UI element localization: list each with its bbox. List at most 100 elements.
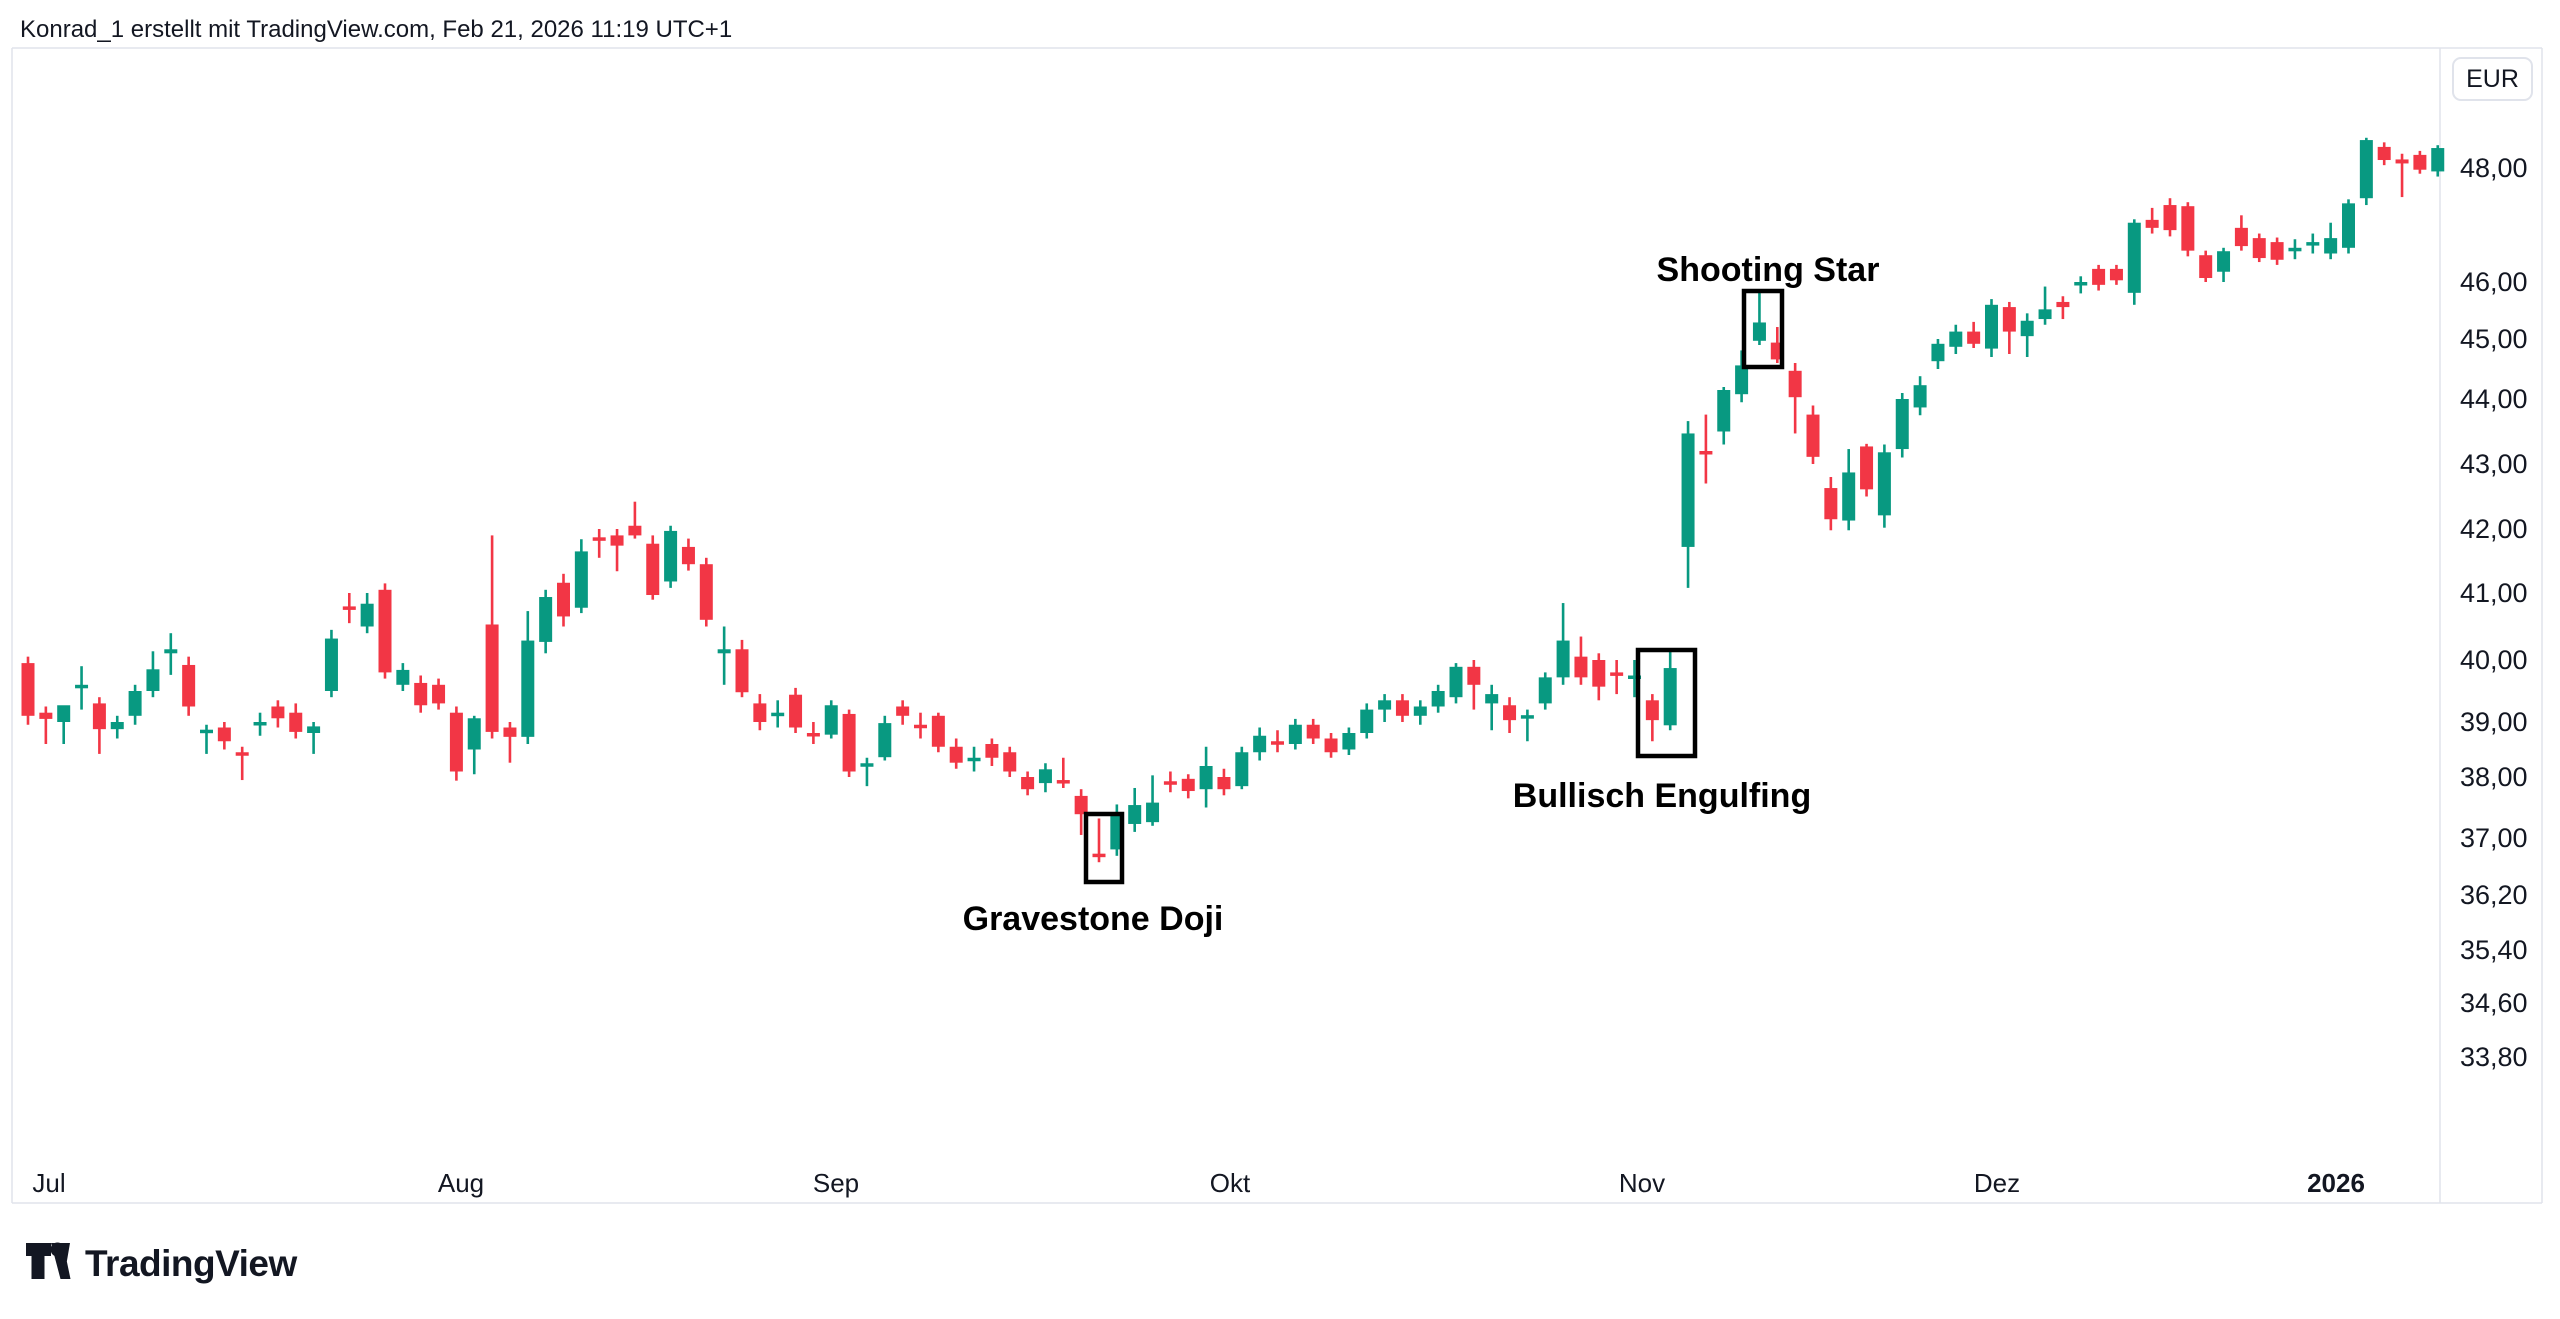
candle-body (307, 726, 321, 733)
candle (646, 535, 660, 600)
candle (1681, 421, 1695, 588)
candle (2324, 222, 2338, 260)
candle (1592, 653, 1606, 701)
tradingview-logo[interactable]: TradingView (25, 1238, 297, 1289)
candle (2163, 198, 2177, 237)
candle (128, 684, 142, 725)
candle-body (2395, 159, 2409, 164)
time-scale[interactable]: Jul Aug Sep Okt Nov Dez 2026 (32, 1168, 2365, 1198)
candle (557, 573, 570, 627)
shooting-star-box[interactable] (1741, 288, 1785, 370)
currency-unit-button[interactable]: EUR (2452, 57, 2533, 101)
candle (235, 746, 249, 781)
candle (521, 611, 535, 744)
candle-body (949, 746, 963, 763)
candle-body (557, 582, 570, 617)
time-tick-label: Aug (438, 1168, 484, 1198)
candle (967, 746, 981, 772)
time-tick-label: 2026 (2307, 1168, 2365, 1198)
chart-frame (11, 47, 2543, 1204)
candle-body (1056, 780, 1070, 784)
candle-body (1395, 700, 1409, 716)
candle-body (753, 703, 767, 722)
candle-body (2127, 222, 2141, 293)
candle-body (2252, 238, 2266, 259)
candle-body (1235, 752, 1249, 787)
candle-body (1592, 660, 1606, 687)
price-tick-label: 46,00 (2460, 267, 2528, 297)
candle (342, 593, 356, 624)
time-tick-label: Jul (32, 1168, 65, 1198)
candle-body (414, 682, 428, 706)
candle-body (2145, 219, 2159, 228)
price-tick-label: 34,60 (2460, 988, 2528, 1018)
candle (985, 738, 999, 766)
candle (39, 706, 53, 744)
candle (1360, 703, 1374, 739)
candle-body (2002, 307, 2016, 332)
candle (574, 539, 588, 614)
bullisch-engulfing-label[interactable]: Bullisch Engulfing (1513, 777, 1811, 815)
chart-attribution: Konrad_1 erstellt mit TradingView.com, F… (20, 16, 733, 43)
candle (2377, 142, 2391, 166)
candle-body (664, 530, 678, 582)
candle-body (789, 694, 803, 728)
candle-body (931, 715, 945, 747)
candle-wick (1793, 363, 1797, 434)
candle-body (1413, 706, 1427, 716)
candle-body (1877, 452, 1891, 516)
candle-body (1931, 343, 1945, 362)
gravestone-doji-label[interactable]: Gravestone Doji (963, 900, 1224, 938)
candle-body (842, 713, 856, 772)
candle-body (1895, 399, 1909, 450)
candle-body (878, 723, 892, 758)
candle-wick (1490, 684, 1493, 731)
candle-body (1628, 675, 1641, 679)
candle-wick (633, 501, 637, 539)
candle (253, 712, 267, 736)
candle (57, 705, 71, 744)
price-tick-label: 43,00 (2460, 449, 2528, 479)
candle-body (253, 722, 267, 726)
candle-body (1467, 666, 1481, 685)
candle-body (1985, 304, 1998, 349)
candle-body (449, 712, 463, 772)
price-tick-label: 42,00 (2460, 514, 2528, 544)
tradingview-logo-icon (25, 1238, 71, 1289)
candle (949, 738, 963, 769)
candle-body (432, 684, 446, 704)
candle-wick (240, 746, 244, 781)
candle (1235, 746, 1249, 790)
candle (699, 557, 713, 627)
candle-body (57, 705, 71, 722)
candle-body (806, 733, 820, 737)
candle (2395, 153, 2409, 198)
price-scale[interactable]: 48,00 46,00 45,00 44,00 43,00 42,00 41,00 40,00… (2460, 153, 2528, 1072)
candle (1163, 771, 1177, 793)
shooting-star-label[interactable]: Shooting Star (1657, 251, 1880, 289)
candle-body (75, 684, 89, 689)
candle-body (2431, 148, 2445, 172)
candle-body (2270, 242, 2284, 260)
candle-body (1717, 390, 1731, 432)
candle (1467, 660, 1481, 710)
price-tick-label: 44,00 (2460, 384, 2528, 414)
candlestick-series (21, 137, 2445, 863)
bullisch-engulfing-box[interactable] (1635, 647, 1698, 759)
candle (806, 722, 820, 744)
candle-body (1378, 700, 1392, 710)
gravestone-doji-box[interactable] (1083, 811, 1125, 885)
candle (1628, 660, 1641, 698)
time-tick-label: Dez (1974, 1168, 2020, 1198)
candle (449, 706, 463, 781)
candle (896, 700, 910, 725)
candle-body (1181, 778, 1195, 792)
candle-body (2217, 251, 2231, 272)
candle (2413, 150, 2427, 174)
candle (664, 525, 678, 588)
candle (1395, 694, 1409, 722)
candle (1699, 414, 1713, 484)
price-tick-label: 41,00 (2460, 578, 2528, 608)
candle (2306, 233, 2320, 254)
